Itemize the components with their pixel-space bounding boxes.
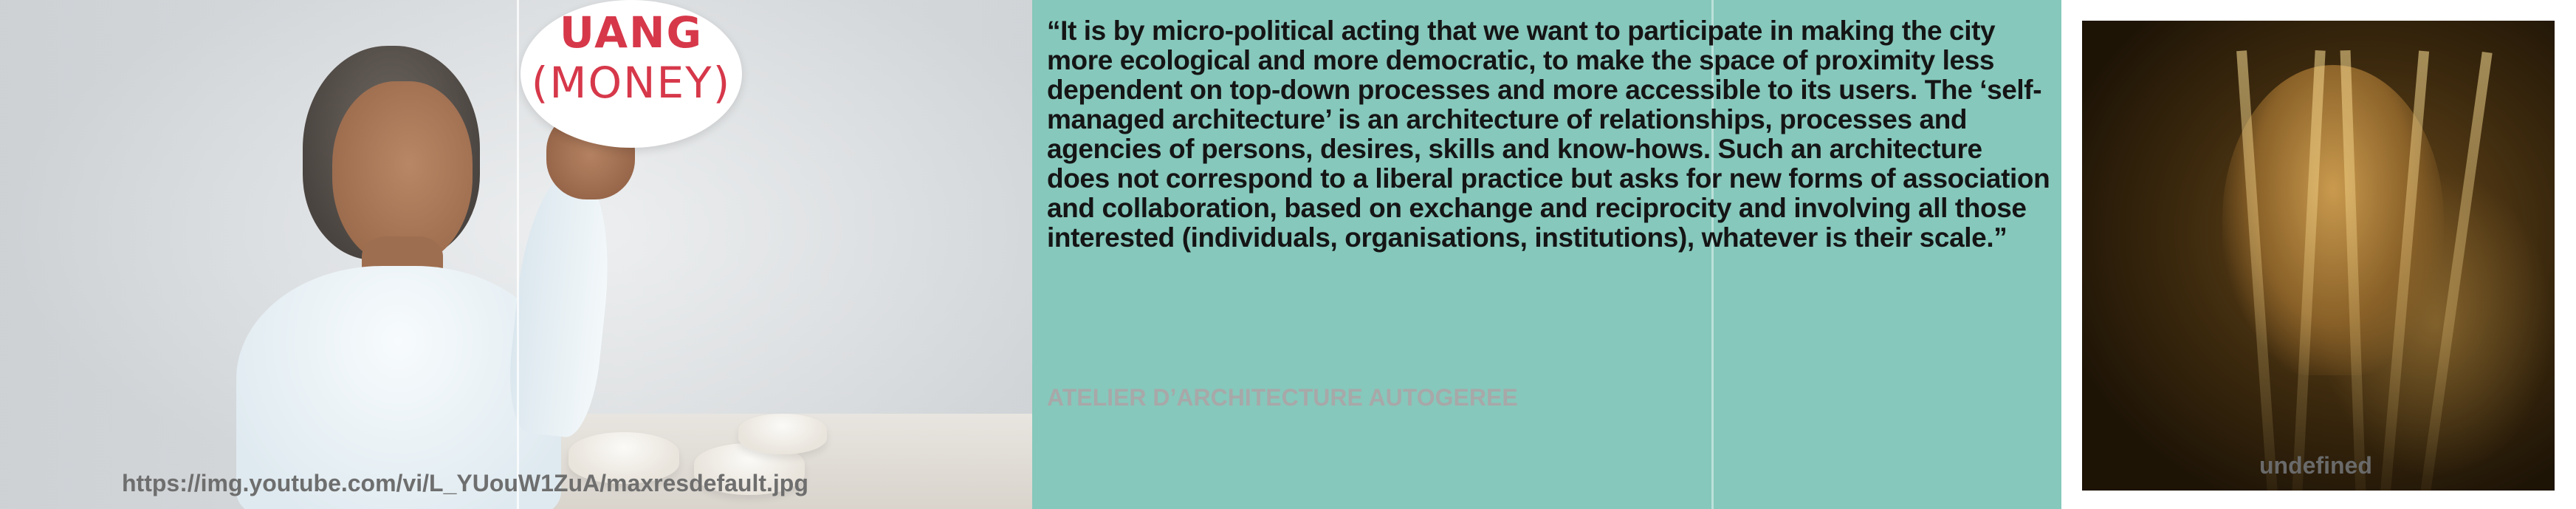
veiled-figure-photo	[2082, 21, 2555, 491]
veiled-figure-panel: undefined	[2061, 0, 2576, 509]
quote-panel: “It is by micro-political acting that we…	[1032, 0, 2061, 509]
quote-author: ATELIER D’ARCHITECTURE AUTOGEREE	[1047, 384, 1518, 411]
image-caption: undefined	[2259, 452, 2372, 479]
money-sign: UANG (MONEY)	[521, 0, 742, 148]
woman-face	[332, 81, 473, 266]
sign-text-line1: UANG	[559, 7, 704, 58]
quote-text: “It is by micro-political acting that we…	[1047, 16, 2050, 253]
cup	[569, 432, 679, 484]
photo-url-caption: https://img.youtube.com/vi/L_YUouW1ZuA/m…	[122, 470, 808, 496]
divider-line	[1711, 0, 1714, 509]
woman-blouse	[236, 266, 561, 509]
cup	[738, 414, 827, 454]
divider-line	[517, 0, 519, 509]
photo-panel: UANG (MONEY) https://img.youtube.com/vi/…	[0, 0, 1032, 509]
sign-text-line2: (MONEY)	[531, 58, 732, 108]
